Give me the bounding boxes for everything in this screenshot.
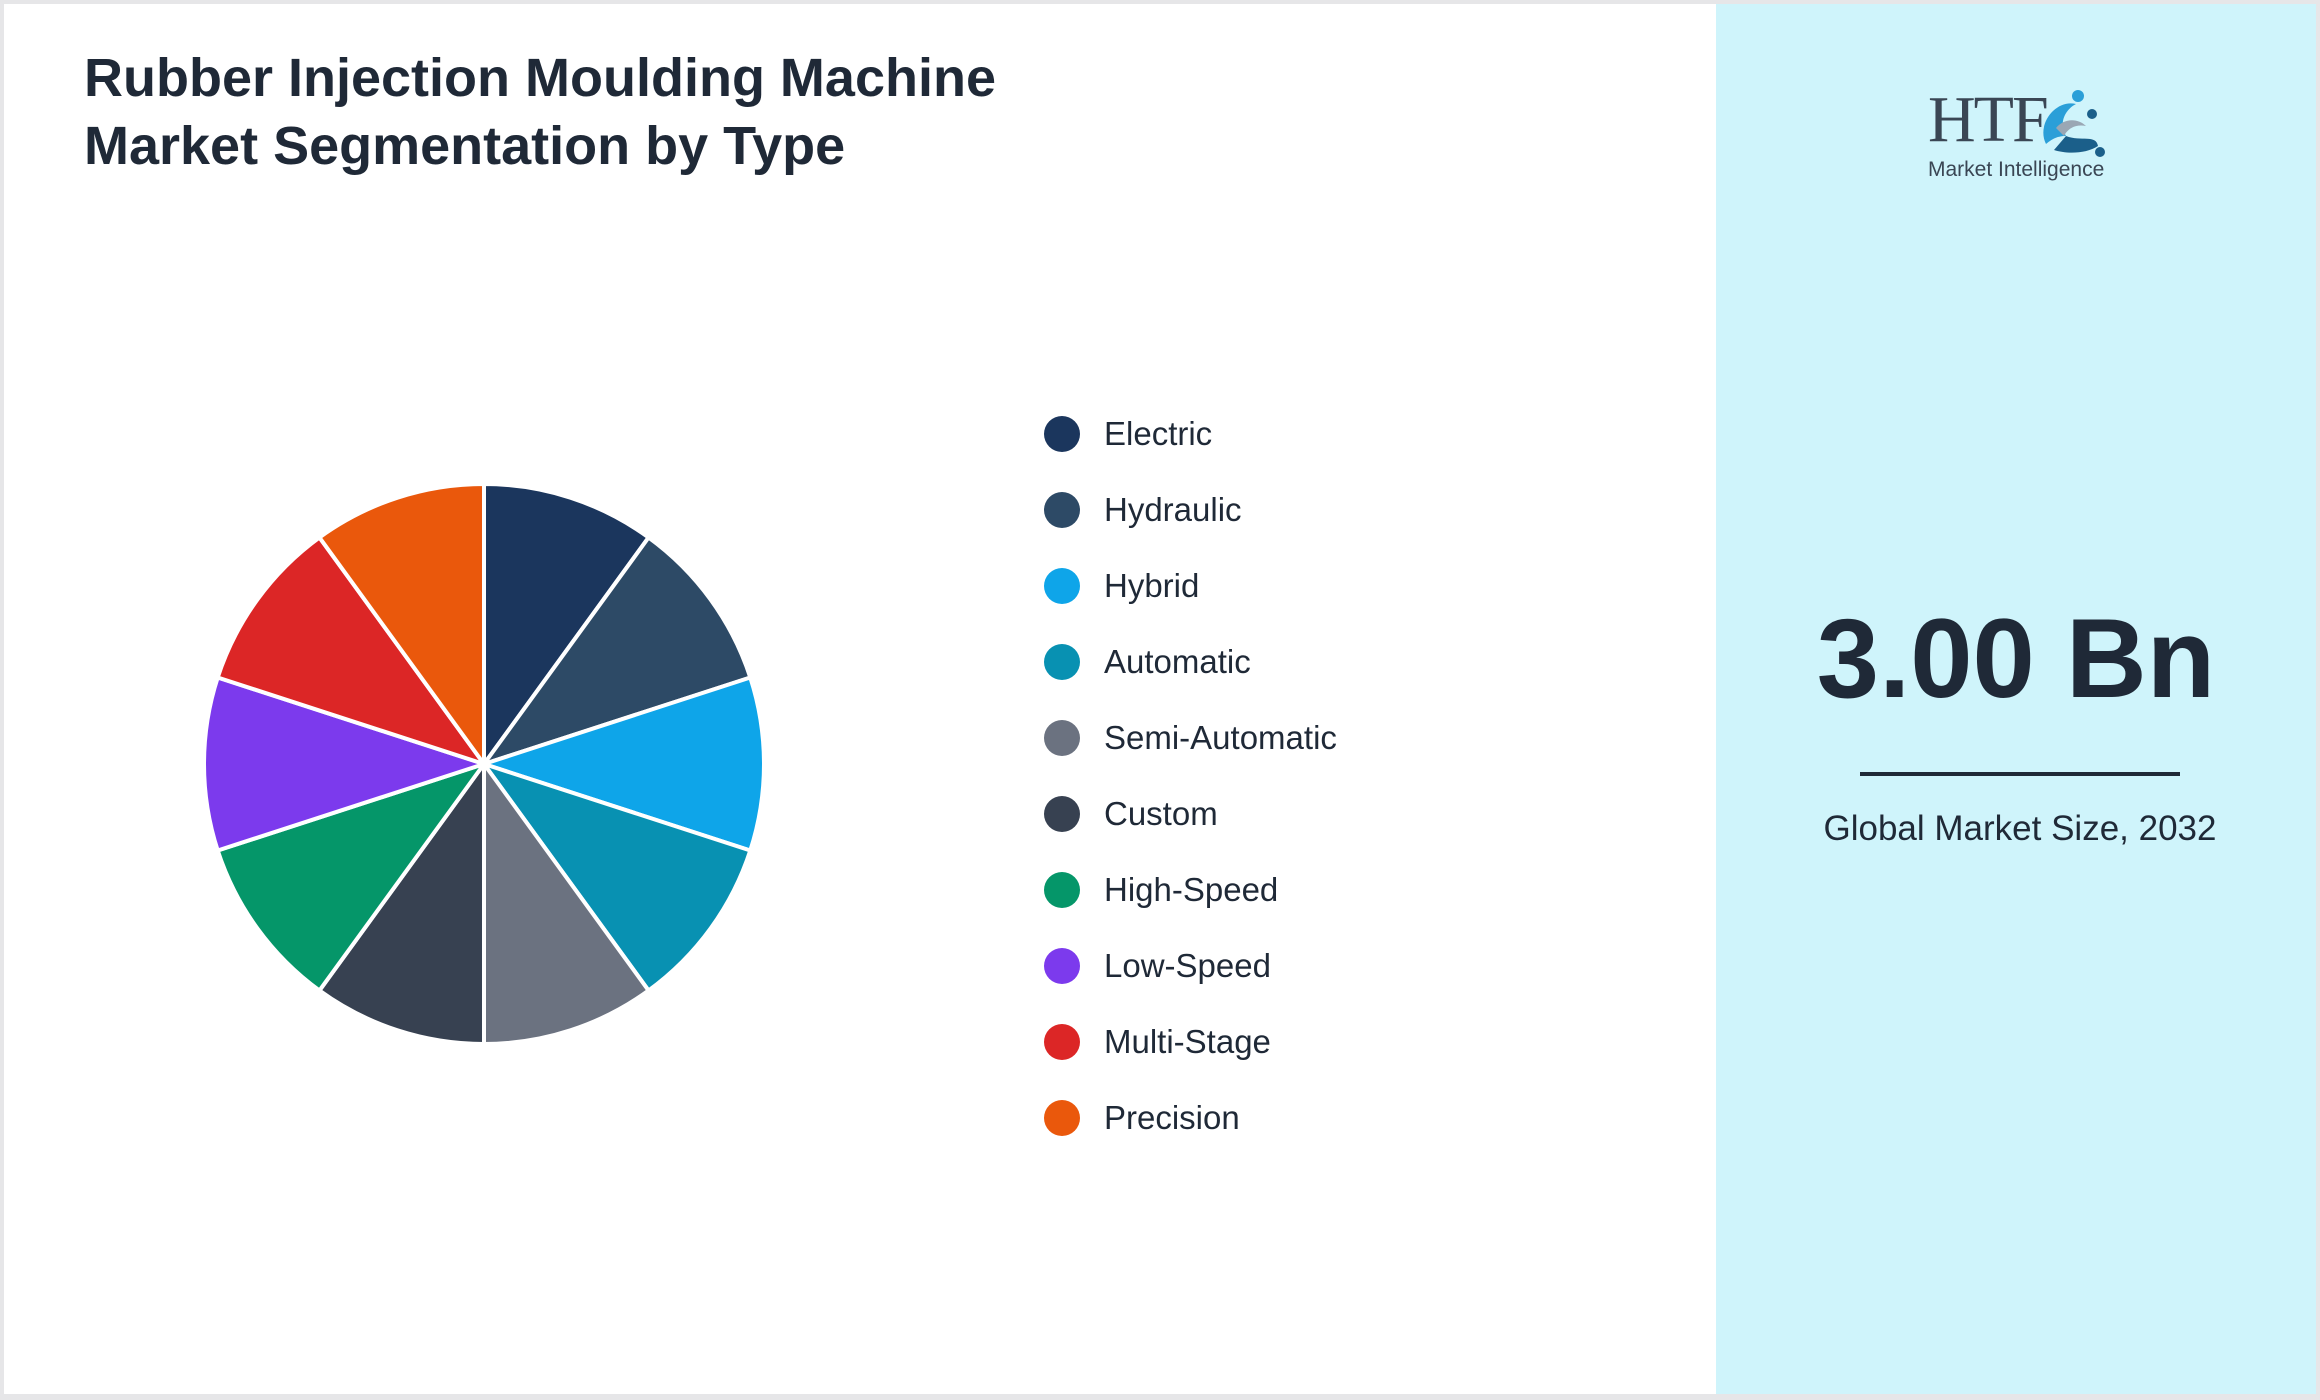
legend-item: Hybrid	[1044, 556, 1199, 616]
legend-item: Precision	[1044, 1088, 1240, 1148]
logo-subtitle: Market Intelligence	[1928, 158, 2105, 181]
pie-slice-low-speed	[202, 675, 486, 853]
legend-swatch	[1044, 720, 1080, 756]
infographic-frame: Rubber Injection Moulding Machine Market…	[4, 4, 2316, 1394]
legend-label: Semi-Automatic	[1104, 719, 1337, 756]
pie-slice-electric	[482, 482, 651, 766]
pie-slice-semi-automatic	[482, 762, 651, 1046]
legend-item: Hydraulic	[1044, 480, 1242, 540]
legend-swatch	[1044, 568, 1080, 604]
legend-swatch	[1044, 796, 1080, 832]
legend-swatch	[1044, 416, 1080, 452]
pie-slices	[202, 482, 766, 1046]
legend-item: Custom	[1044, 784, 1218, 844]
market-size-value: 3.00 Bn	[1816, 596, 2216, 721]
legend-swatch	[1044, 948, 1080, 984]
legend-label: Low-Speed	[1104, 947, 1271, 984]
legend-swatch	[1044, 1024, 1080, 1060]
legend-item: Semi-Automatic	[1044, 708, 1337, 768]
legend-label: Automatic	[1104, 643, 1251, 680]
legend-label: Hybrid	[1104, 567, 1200, 604]
pie-slice-hydraulic	[482, 535, 753, 766]
legend-item: Automatic	[1044, 632, 1251, 692]
pie-slice-automatic	[482, 762, 753, 993]
legend-label: Precision	[1104, 1099, 1240, 1136]
legend-swatch	[1044, 644, 1080, 680]
summary-panel: HTF Market Intelligence 3.00 Bn Global M…	[1716, 4, 2316, 1394]
chart-title: Rubber Injection Moulding Machine Market…	[84, 48, 996, 176]
pie-slice-multi-stage	[215, 535, 486, 766]
divider	[1860, 772, 2180, 776]
logo-wordmark: HTF	[1928, 83, 2049, 156]
legend-label: Custom	[1104, 795, 1218, 832]
market-size-caption: Global Market Size, 2032	[1823, 809, 2217, 848]
legend-swatch	[1044, 492, 1080, 528]
pie-slice-high-speed	[215, 762, 486, 993]
legend-label: Hydraulic	[1104, 491, 1242, 528]
legend-label: Multi-Stage	[1104, 1023, 1271, 1060]
htf-swirl-logo-icon	[2043, 90, 2105, 157]
htf-logo: HTF Market Intelligence	[1916, 82, 2116, 192]
legend-item: High-Speed	[1044, 860, 1278, 920]
legend-item: Multi-Stage	[1044, 1012, 1271, 1072]
legend-label: Electric	[1104, 415, 1213, 452]
legend-item: Electric	[1044, 404, 1212, 464]
pie-slice-custom	[317, 762, 486, 1046]
pie-slice-hybrid	[482, 675, 766, 853]
legend-item: Low-Speed	[1044, 936, 1271, 996]
legend-swatch	[1044, 1100, 1080, 1136]
pie-chart	[202, 482, 766, 1046]
legend-swatch	[1044, 872, 1080, 908]
pie-slice-precision	[317, 482, 486, 766]
legend-label: High-Speed	[1104, 871, 1279, 908]
chart-panel: Rubber Injection Moulding Machine Market…	[4, 4, 1716, 1394]
